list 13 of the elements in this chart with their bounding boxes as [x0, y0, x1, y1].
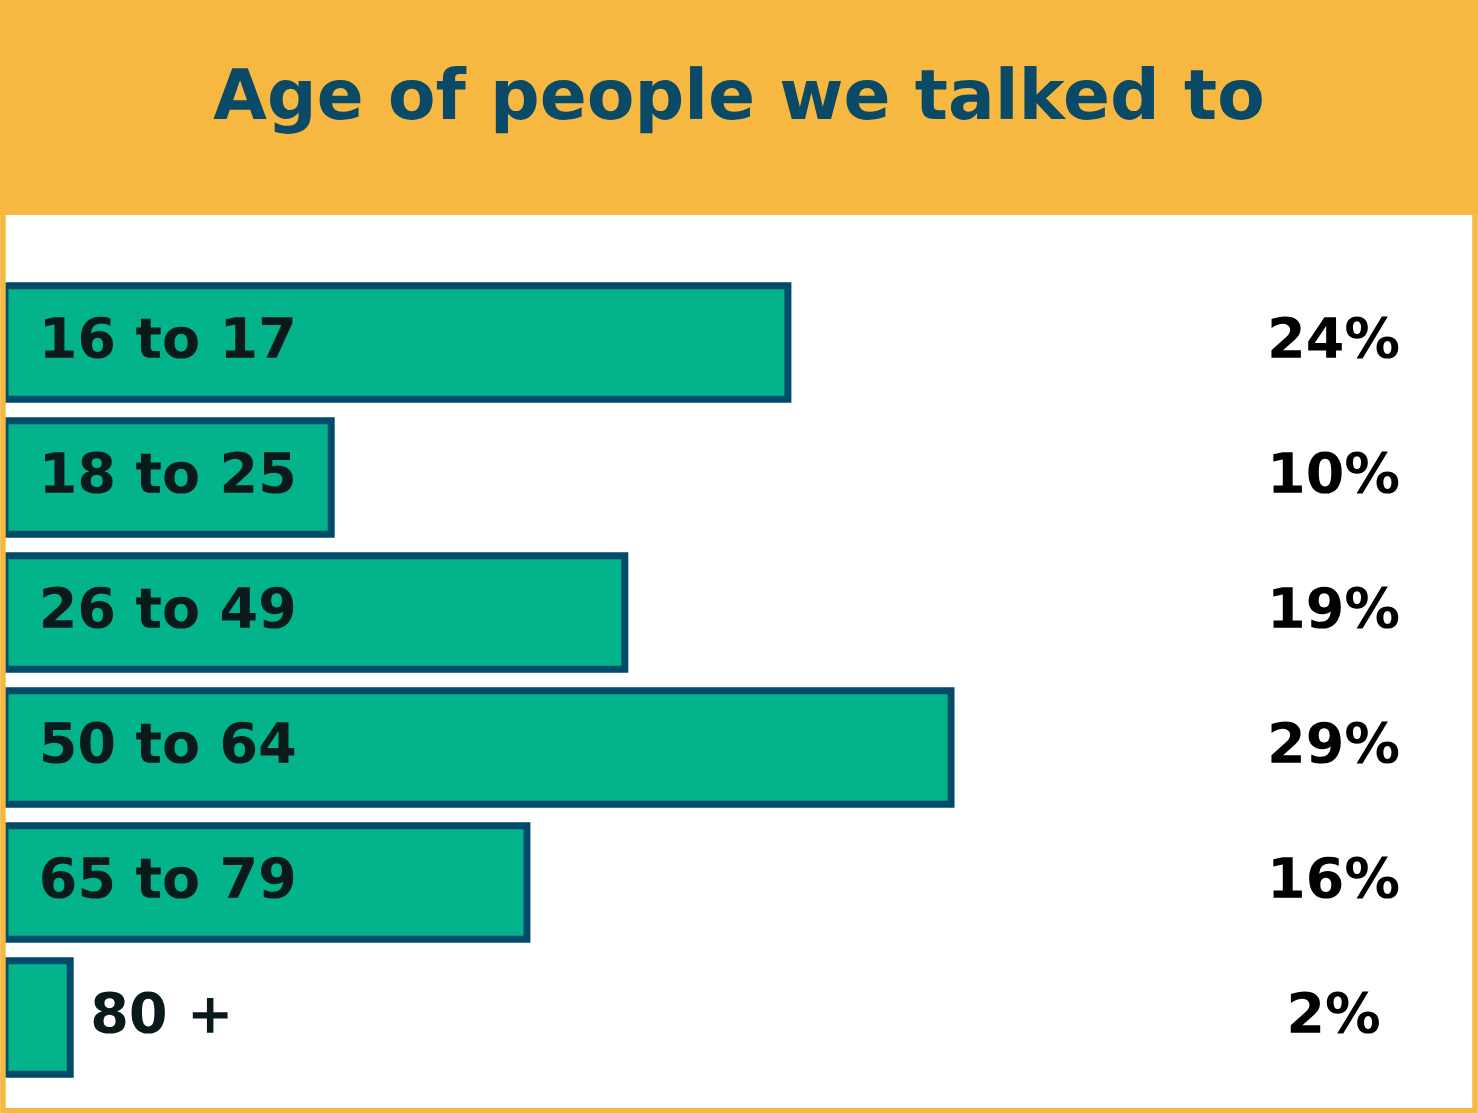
data-label: 10% — [1273, 451, 1399, 494]
data-label: 24% — [1271, 316, 1399, 359]
y-tick-label: 50 to 64 — [43, 721, 295, 764]
data-label: 2% — [1290, 991, 1379, 1034]
y-tick-label: 26 to 49 — [43, 586, 294, 629]
y-tick-label: 80 + — [93, 991, 228, 1034]
y-tick-label: 18 to 25 — [45, 451, 293, 494]
y-tick-label: 65 to 79 — [42, 856, 294, 899]
y-tick-label: 16 to 17 — [45, 316, 293, 359]
chart-title: Age of people we talked to — [213, 66, 1262, 134]
data-label: 16% — [1273, 856, 1399, 899]
data-label: 29% — [1271, 721, 1399, 764]
data-label: 19% — [1273, 586, 1399, 629]
